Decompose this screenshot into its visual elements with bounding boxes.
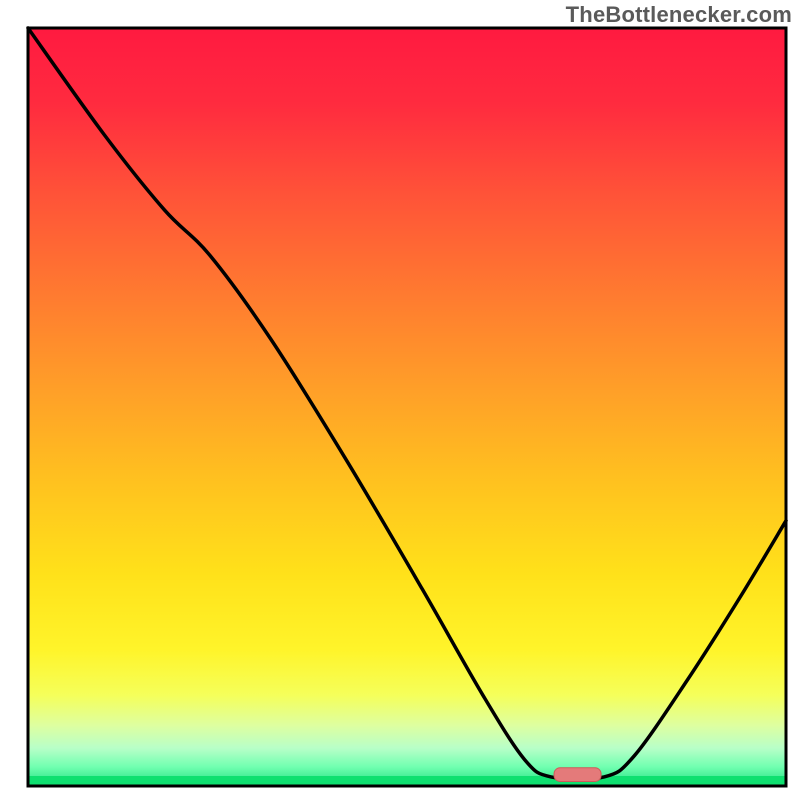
- chart-svg: [0, 0, 800, 800]
- chart-root: TheBottlenecker.com: [0, 0, 800, 800]
- watermark-text: TheBottlenecker.com: [566, 2, 792, 28]
- gradient-background: [28, 28, 786, 786]
- optimum-marker: [554, 768, 601, 782]
